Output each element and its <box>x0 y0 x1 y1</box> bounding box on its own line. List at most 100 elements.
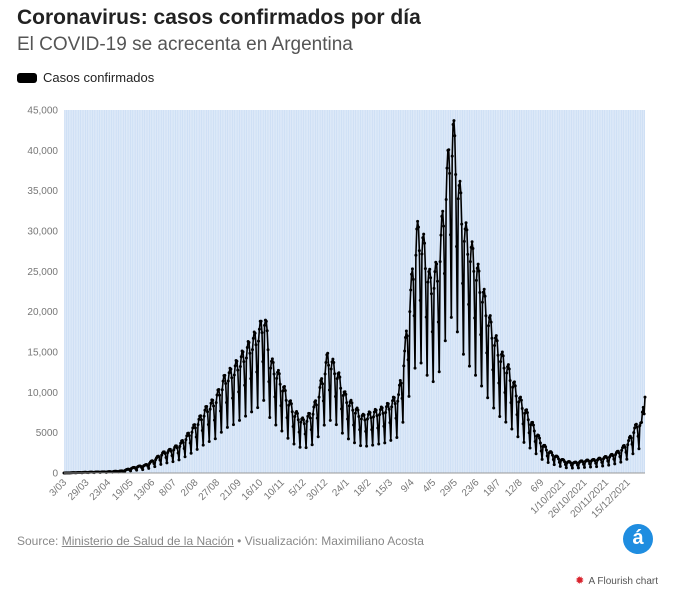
data-point[interactable] <box>426 280 430 284</box>
data-point[interactable] <box>230 376 234 380</box>
data-point[interactable] <box>152 462 156 466</box>
data-point[interactable] <box>420 252 424 256</box>
data-point[interactable] <box>455 330 459 334</box>
data-point[interactable] <box>276 368 280 372</box>
data-point[interactable] <box>419 361 423 365</box>
data-point[interactable] <box>287 403 291 407</box>
data-point[interactable] <box>550 453 554 457</box>
data-point[interactable] <box>508 379 512 383</box>
data-point[interactable] <box>439 233 443 237</box>
data-point[interactable] <box>490 336 494 340</box>
data-point[interactable] <box>199 414 203 418</box>
data-point[interactable] <box>250 410 254 414</box>
data-point[interactable] <box>356 408 360 412</box>
data-point[interactable] <box>627 439 631 443</box>
data-point[interactable] <box>159 462 163 466</box>
data-point[interactable] <box>135 468 139 472</box>
data-point[interactable] <box>429 276 433 280</box>
data-point[interactable] <box>375 414 379 418</box>
data-point[interactable] <box>337 371 341 375</box>
data-point[interactable] <box>495 339 499 343</box>
data-point[interactable] <box>475 266 479 270</box>
data-point[interactable] <box>415 227 419 231</box>
data-point[interactable] <box>328 418 332 422</box>
data-point[interactable] <box>545 454 549 458</box>
data-point[interactable] <box>607 463 611 467</box>
data-point[interactable] <box>438 260 442 264</box>
data-point[interactable] <box>392 396 396 400</box>
data-point[interactable] <box>212 404 216 408</box>
data-point[interactable] <box>624 450 628 454</box>
data-point[interactable] <box>387 407 391 411</box>
data-point[interactable] <box>326 351 330 355</box>
data-point[interactable] <box>141 468 145 472</box>
data-point[interactable] <box>239 355 243 359</box>
data-point[interactable] <box>347 404 351 408</box>
data-point[interactable] <box>359 444 363 448</box>
data-point[interactable] <box>576 463 580 467</box>
data-point[interactable] <box>581 460 585 464</box>
data-point[interactable] <box>449 315 453 319</box>
data-point[interactable] <box>497 381 501 385</box>
data-point[interactable] <box>472 269 476 273</box>
data-point[interactable] <box>409 288 413 292</box>
data-point[interactable] <box>272 372 276 376</box>
data-point[interactable] <box>233 364 237 368</box>
data-point[interactable] <box>461 352 465 356</box>
data-point[interactable] <box>637 447 641 451</box>
data-point[interactable] <box>600 460 604 464</box>
data-point[interactable] <box>314 403 318 407</box>
data-point[interactable] <box>458 179 462 183</box>
data-point[interactable] <box>489 320 493 324</box>
data-point[interactable] <box>382 424 386 428</box>
data-point[interactable] <box>190 430 194 434</box>
data-point[interactable] <box>493 344 497 348</box>
data-point[interactable] <box>442 272 446 276</box>
data-point[interactable] <box>401 420 405 424</box>
data-point[interactable] <box>170 454 174 458</box>
data-point[interactable] <box>533 440 537 444</box>
data-point[interactable] <box>501 354 505 358</box>
data-point[interactable] <box>599 457 603 461</box>
data-point[interactable] <box>286 436 290 440</box>
data-point[interactable] <box>519 398 523 402</box>
data-point[interactable] <box>262 398 266 402</box>
data-point[interactable] <box>265 329 269 333</box>
data-point[interactable] <box>460 222 464 226</box>
data-point[interactable] <box>270 357 274 361</box>
data-point[interactable] <box>563 463 567 467</box>
data-point[interactable] <box>506 363 510 367</box>
data-point[interactable] <box>479 333 483 337</box>
data-point[interactable] <box>443 339 447 343</box>
data-point[interactable] <box>213 437 217 441</box>
data-point[interactable] <box>193 426 197 430</box>
data-point[interactable] <box>634 422 638 426</box>
data-point[interactable] <box>268 416 272 420</box>
data-point[interactable] <box>244 414 248 418</box>
data-point[interactable] <box>625 457 629 461</box>
data-point[interactable] <box>249 377 253 381</box>
data-point[interactable] <box>408 310 412 314</box>
data-point[interactable] <box>455 244 459 248</box>
data-point[interactable] <box>236 368 240 372</box>
data-point[interactable] <box>290 410 294 414</box>
data-point[interactable] <box>235 359 239 363</box>
data-point[interactable] <box>315 416 319 420</box>
data-point[interactable] <box>423 241 427 245</box>
data-point[interactable] <box>594 461 598 465</box>
data-point[interactable] <box>377 442 381 446</box>
data-point[interactable] <box>247 341 251 345</box>
data-point[interactable] <box>601 464 605 468</box>
data-point[interactable] <box>640 420 644 424</box>
data-point[interactable] <box>595 465 599 469</box>
data-point[interactable] <box>531 420 535 424</box>
data-point[interactable] <box>447 148 451 152</box>
data-point[interactable] <box>376 426 380 430</box>
data-point[interactable] <box>481 290 485 294</box>
data-point[interactable] <box>514 394 518 398</box>
data-point[interactable] <box>534 452 538 456</box>
data-point[interactable] <box>424 315 428 319</box>
data-point[interactable] <box>464 221 468 225</box>
data-point[interactable] <box>468 260 472 264</box>
data-point[interactable] <box>317 395 321 399</box>
